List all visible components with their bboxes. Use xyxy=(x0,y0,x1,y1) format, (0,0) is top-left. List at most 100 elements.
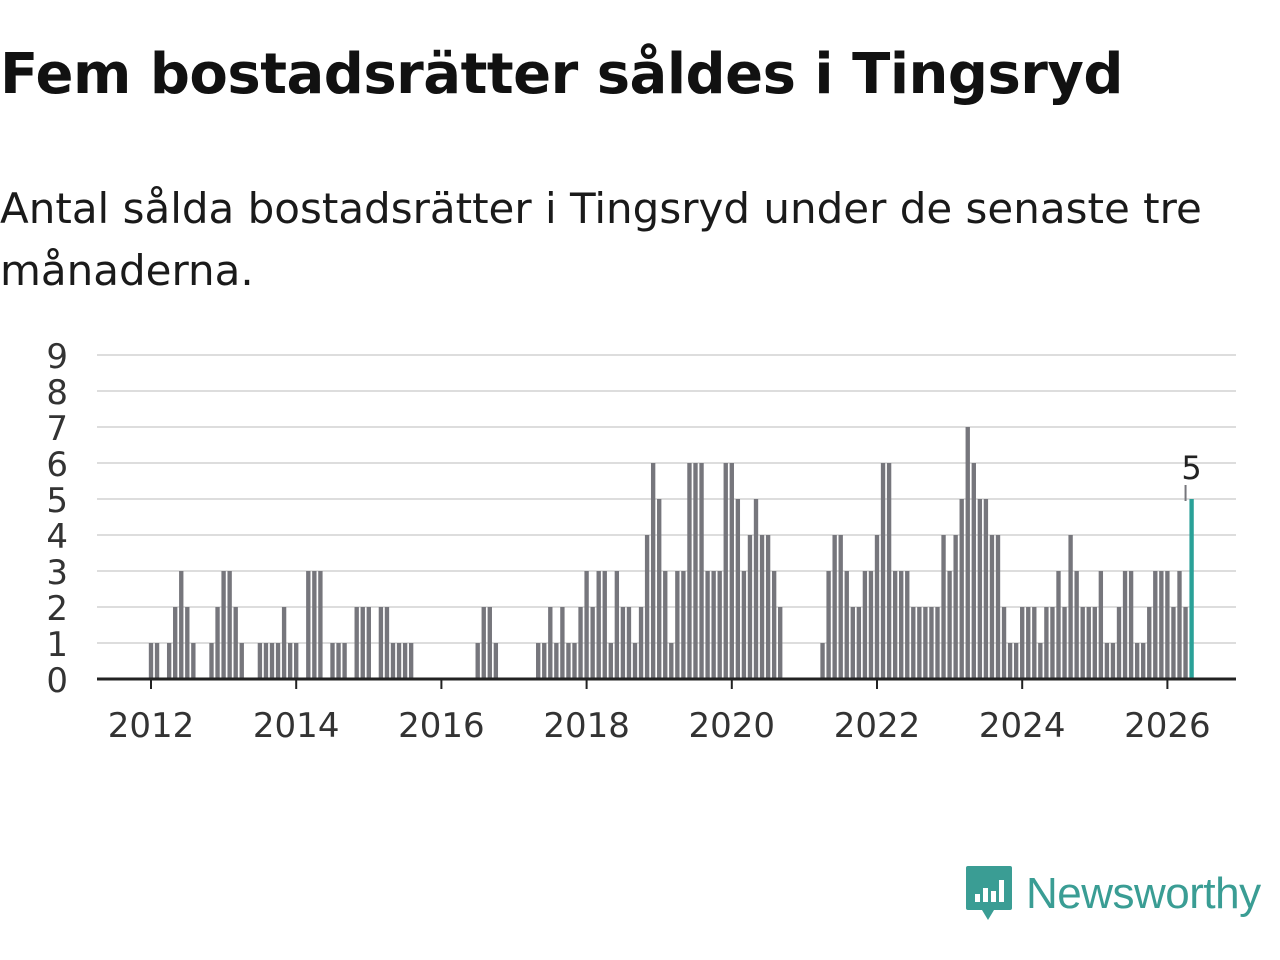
chart-title: Fem bostadsrätter såldes i Tingsryd xyxy=(0,42,1124,107)
bar xyxy=(1074,571,1079,679)
x-tick-label: 2012 xyxy=(108,706,195,746)
bar xyxy=(826,571,831,679)
bar xyxy=(1020,607,1025,679)
bar xyxy=(384,607,390,679)
bar xyxy=(620,607,626,679)
bar xyxy=(1177,571,1182,679)
newsworthy-logo[interactable]: Newsworthy xyxy=(964,864,1261,924)
x-tick-label: 2026 xyxy=(1124,706,1211,746)
bar xyxy=(778,607,783,679)
bar xyxy=(396,643,402,679)
bar xyxy=(1159,571,1164,679)
bar xyxy=(215,607,220,679)
bar xyxy=(723,463,728,679)
bar xyxy=(711,571,716,679)
bar xyxy=(1128,571,1134,679)
y-tick-label: 3 xyxy=(46,553,68,593)
bar xyxy=(173,607,178,679)
bar xyxy=(1098,571,1104,679)
bar xyxy=(905,571,910,679)
bar xyxy=(191,643,196,679)
bar xyxy=(892,571,898,679)
bar xyxy=(354,607,359,679)
y-tick-label: 4 xyxy=(46,517,68,557)
bar xyxy=(638,607,644,679)
bar xyxy=(965,427,970,679)
bar xyxy=(699,463,704,679)
bar xyxy=(681,571,686,679)
bar xyxy=(166,643,172,679)
bar xyxy=(342,643,347,679)
y-tick-label: 7 xyxy=(46,409,68,449)
bar xyxy=(717,571,722,679)
bar xyxy=(1038,643,1043,679)
bar xyxy=(1050,607,1055,679)
bar xyxy=(287,643,293,679)
bar xyxy=(179,571,184,679)
bar xyxy=(306,571,311,679)
bar xyxy=(917,607,922,679)
bar xyxy=(971,463,976,679)
bar xyxy=(820,643,825,679)
bar xyxy=(953,535,958,679)
bar xyxy=(148,643,154,679)
bar xyxy=(644,535,650,679)
bar xyxy=(959,499,964,679)
chart-subtitle: Antal sålda bostadsrätter i Tingsryd und… xyxy=(0,184,1202,295)
bar xyxy=(487,607,492,679)
bar xyxy=(602,571,607,679)
bar xyxy=(1134,643,1140,679)
bar xyxy=(929,607,934,679)
bar xyxy=(947,571,952,679)
bar xyxy=(995,535,1001,679)
bar xyxy=(1080,607,1085,679)
bar xyxy=(1104,643,1110,679)
bar xyxy=(312,571,317,679)
bar xyxy=(983,499,989,679)
bar xyxy=(832,535,837,679)
bar xyxy=(572,643,577,679)
bar xyxy=(1001,607,1007,679)
bar xyxy=(336,643,341,679)
y-tick-label: 2 xyxy=(46,589,68,629)
bar xyxy=(650,463,656,679)
bar xyxy=(566,643,571,679)
bar xyxy=(669,643,674,679)
x-tick-label: 2024 xyxy=(979,706,1066,746)
bar xyxy=(366,607,371,679)
bar xyxy=(771,571,777,679)
bar xyxy=(911,607,916,679)
bar xyxy=(294,643,299,679)
bar xyxy=(874,535,880,679)
bar xyxy=(542,643,547,679)
bar xyxy=(880,463,886,679)
bar xyxy=(626,607,632,679)
bar xyxy=(687,463,692,679)
bar xyxy=(1122,571,1128,679)
bar xyxy=(402,643,408,679)
bar xyxy=(614,571,620,679)
bar xyxy=(227,571,232,679)
y-tick-label: 6 xyxy=(46,445,68,485)
bar xyxy=(1013,643,1019,679)
bar xyxy=(1183,607,1188,679)
bar xyxy=(1171,607,1176,679)
bar xyxy=(318,571,323,679)
bar xyxy=(1032,607,1037,679)
bar xyxy=(899,571,904,679)
x-tick-label: 2022 xyxy=(834,706,921,746)
bar xyxy=(378,607,384,679)
bar xyxy=(221,571,226,679)
y-tick-label: 5 xyxy=(46,481,68,521)
bar xyxy=(705,571,710,679)
bar xyxy=(989,535,995,679)
bar xyxy=(1110,643,1116,679)
bar xyxy=(257,643,263,679)
y-tick-label: 0 xyxy=(46,661,68,701)
gridlines xyxy=(97,354,1236,644)
bar xyxy=(281,607,287,679)
bar xyxy=(729,463,734,679)
bar xyxy=(1147,607,1152,679)
